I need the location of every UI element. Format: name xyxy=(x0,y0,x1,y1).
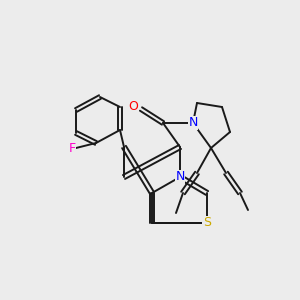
Text: N: N xyxy=(188,116,198,130)
Text: O: O xyxy=(128,100,138,113)
Text: N: N xyxy=(175,170,185,184)
Text: F: F xyxy=(68,142,76,155)
Text: S: S xyxy=(203,217,211,230)
